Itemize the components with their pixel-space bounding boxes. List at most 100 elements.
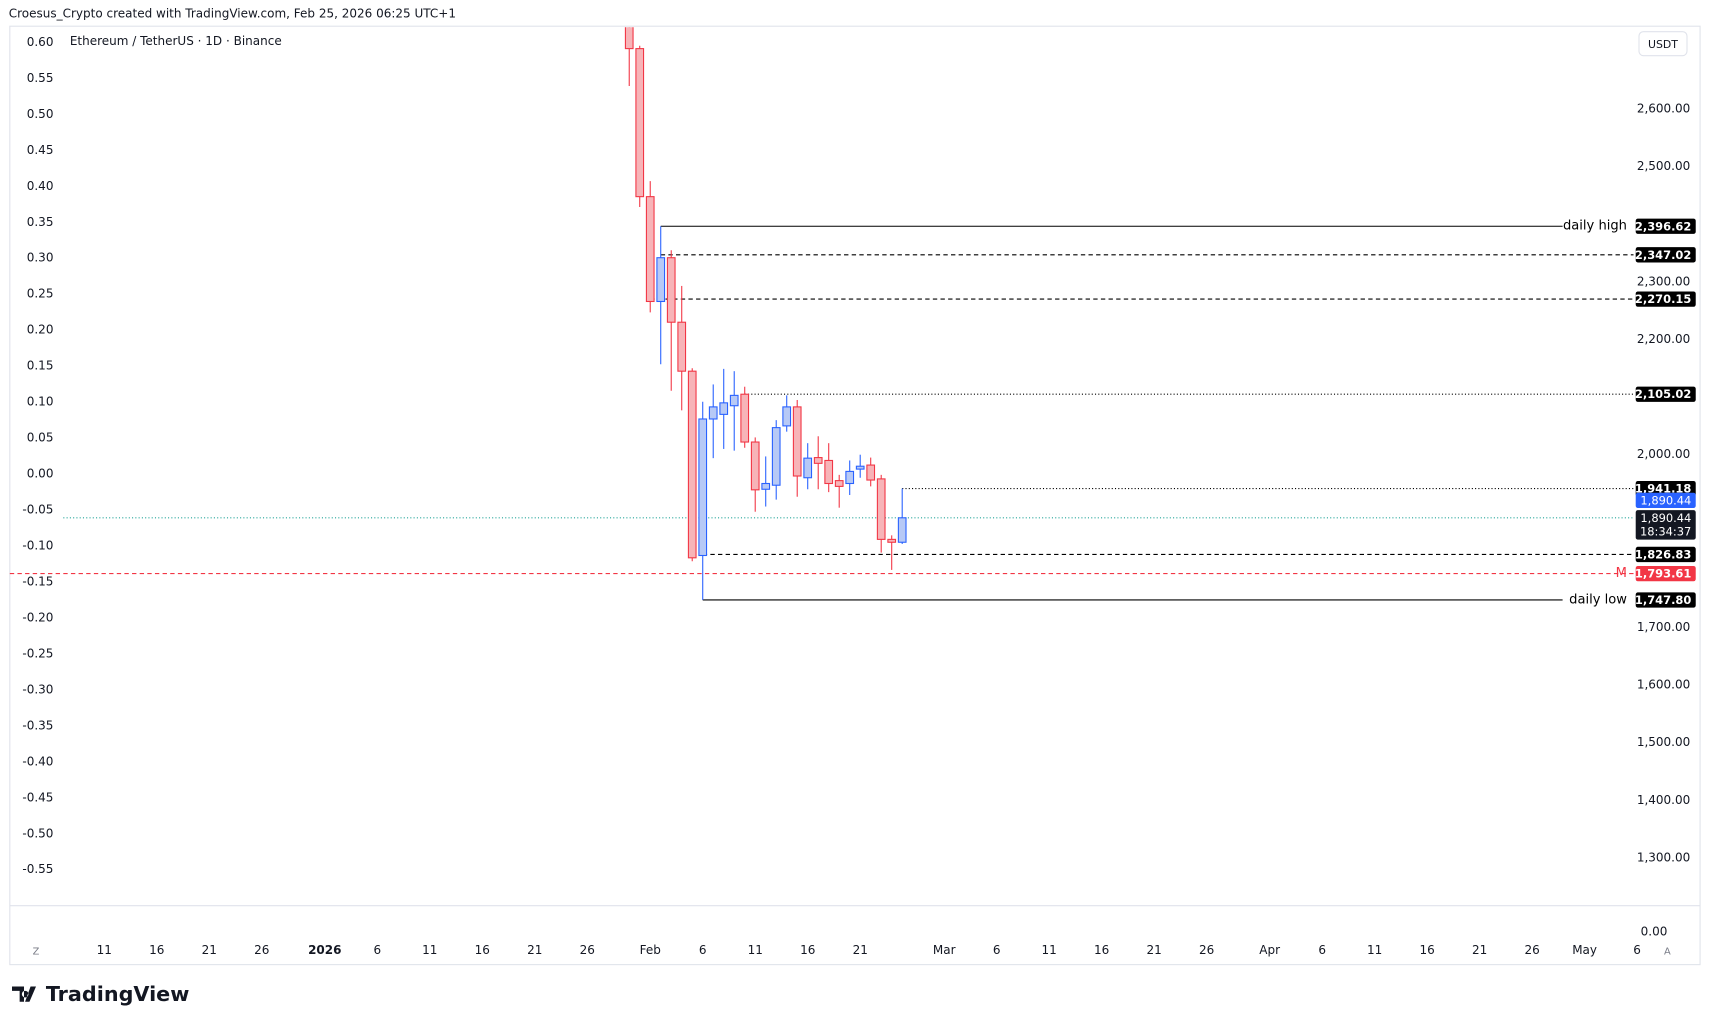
candle-body (645, 196, 655, 303)
candle-body (656, 257, 666, 303)
level-tag (1635, 565, 1696, 582)
level-tag (1635, 386, 1696, 402)
x-tick-label: 11 (97, 943, 112, 957)
candle-body (782, 406, 792, 427)
candles (624, 27, 907, 600)
level-tag-label: 1,747.80 (1635, 593, 1691, 607)
x-tick-label: 16 (1419, 943, 1434, 957)
candle-body (792, 406, 802, 477)
level-tag-label: 2,270.15 (1635, 292, 1691, 306)
x-tick-label: 6 (1633, 943, 1641, 957)
candle-body (719, 402, 729, 415)
x-tick-label: 26 (580, 943, 595, 957)
y2-tick-label: -0.05 (22, 503, 53, 517)
y2-tick-label: -0.45 (22, 790, 53, 804)
candle-body (708, 406, 718, 420)
x-tick-label: Apr (1259, 943, 1280, 957)
level-tag (1635, 291, 1696, 307)
y2-tick-label: 0.30 (27, 251, 54, 265)
y-tick-label: 1,500.00 (1637, 735, 1690, 749)
x-tick-label: 21 (527, 943, 542, 957)
x-tick-label: May (1572, 943, 1597, 957)
x-tick-label: 16 (1094, 943, 1109, 957)
candle-body (834, 480, 844, 487)
level-tag-label: 2,347.02 (1635, 248, 1691, 262)
y-tick-label: 2,000.00 (1637, 447, 1690, 461)
y2-tick-label: 0.00 (27, 467, 54, 481)
y2-tick-label: 0.35 (27, 215, 54, 229)
level-tag-label: 2,105.02 (1635, 387, 1691, 401)
x-tick-label: 16 (475, 943, 490, 957)
y-tick-label: 2,500.00 (1637, 159, 1690, 173)
level-tag-label: 1,793.61 (1635, 567, 1691, 581)
y2-tick-label: -0.35 (22, 718, 53, 732)
y2-tick-label: 0.60 (27, 35, 54, 49)
level-tag (1635, 218, 1696, 234)
logo (12, 986, 37, 1002)
candle-body (845, 470, 855, 485)
y2-tick-label: -0.15 (22, 574, 53, 588)
candle-body (771, 427, 781, 486)
x-tick-label: 2026 (308, 943, 341, 957)
y-tick-label: 2,600.00 (1637, 102, 1690, 116)
x-tick-label: 11 (1367, 943, 1382, 957)
axis-button[interactable]: A (1664, 947, 1671, 958)
y2-tick-label: 0.25 (27, 287, 54, 301)
candle-body (666, 257, 676, 323)
y2-tick-label: -0.25 (22, 646, 53, 660)
y2-tick-label: 0.05 (27, 431, 54, 445)
currency-box[interactable] (1638, 31, 1688, 57)
attribution: Croesus_Crypto created with TradingView.… (9, 7, 456, 21)
candle-body (687, 370, 697, 559)
y2-tick-label: 0.50 (27, 107, 54, 121)
y2-tick-label: -0.20 (22, 610, 53, 624)
level-text: M (1616, 566, 1627, 581)
x-tick-label: 21 (1147, 943, 1162, 957)
x-tick-label: 16 (149, 943, 164, 957)
y2-tick-label: 0.40 (27, 179, 54, 193)
x-tick-label: 21 (202, 943, 217, 957)
y2-tick-label: -0.55 (22, 862, 53, 876)
x-tick-label: Mar (933, 943, 956, 957)
candle-body (740, 393, 750, 443)
bottom-scale-label: 0.00 (1641, 924, 1668, 938)
currency[interactable]: USDT (1648, 38, 1678, 51)
y2-tick-label: -0.10 (22, 539, 53, 553)
candle-body (750, 441, 760, 491)
price-tag-label: 1,890.44 (1640, 511, 1691, 525)
last-price-tag (1635, 492, 1696, 508)
candle-body (729, 394, 739, 407)
x-tick-label: Feb (640, 943, 661, 957)
level-tag (1635, 592, 1696, 608)
y-tick-label: 1,600.00 (1637, 678, 1690, 692)
price-tag (1635, 510, 1696, 540)
candle-body (897, 517, 907, 543)
y2-tick-label: -0.30 (22, 682, 53, 696)
logo-mark (12, 986, 37, 1002)
x-tick-label: 6 (1318, 943, 1326, 957)
y2-tick-label: -0.40 (22, 754, 53, 768)
level-text: daily low (1569, 592, 1627, 607)
candle-body (624, 27, 634, 50)
candle-body (824, 459, 834, 485)
x-tick-label: 6 (373, 943, 381, 957)
x-tick-label: 11 (1042, 943, 1057, 957)
x-tick-label: 6 (993, 943, 1001, 957)
y2-tick-label: 0.10 (27, 395, 54, 409)
countdown: 18:34:37 (1640, 524, 1691, 538)
axis-button[interactable]: Z (33, 947, 40, 958)
y-tick-label: 1,400.00 (1637, 793, 1690, 807)
x-tick-label: 6 (699, 943, 707, 957)
x-tick-label: 16 (800, 943, 815, 957)
x-tick-label: 21 (853, 943, 868, 957)
candle-body (761, 482, 771, 490)
last-price-label: 1,890.44 (1640, 493, 1691, 507)
candle-body (866, 464, 876, 481)
x-tick-label: 11 (748, 943, 763, 957)
y2-tick-label: 0.20 (27, 323, 54, 337)
x-tick-label: 26 (1524, 943, 1539, 957)
x-tick-label: 26 (1199, 943, 1214, 957)
frame (9, 25, 1701, 966)
